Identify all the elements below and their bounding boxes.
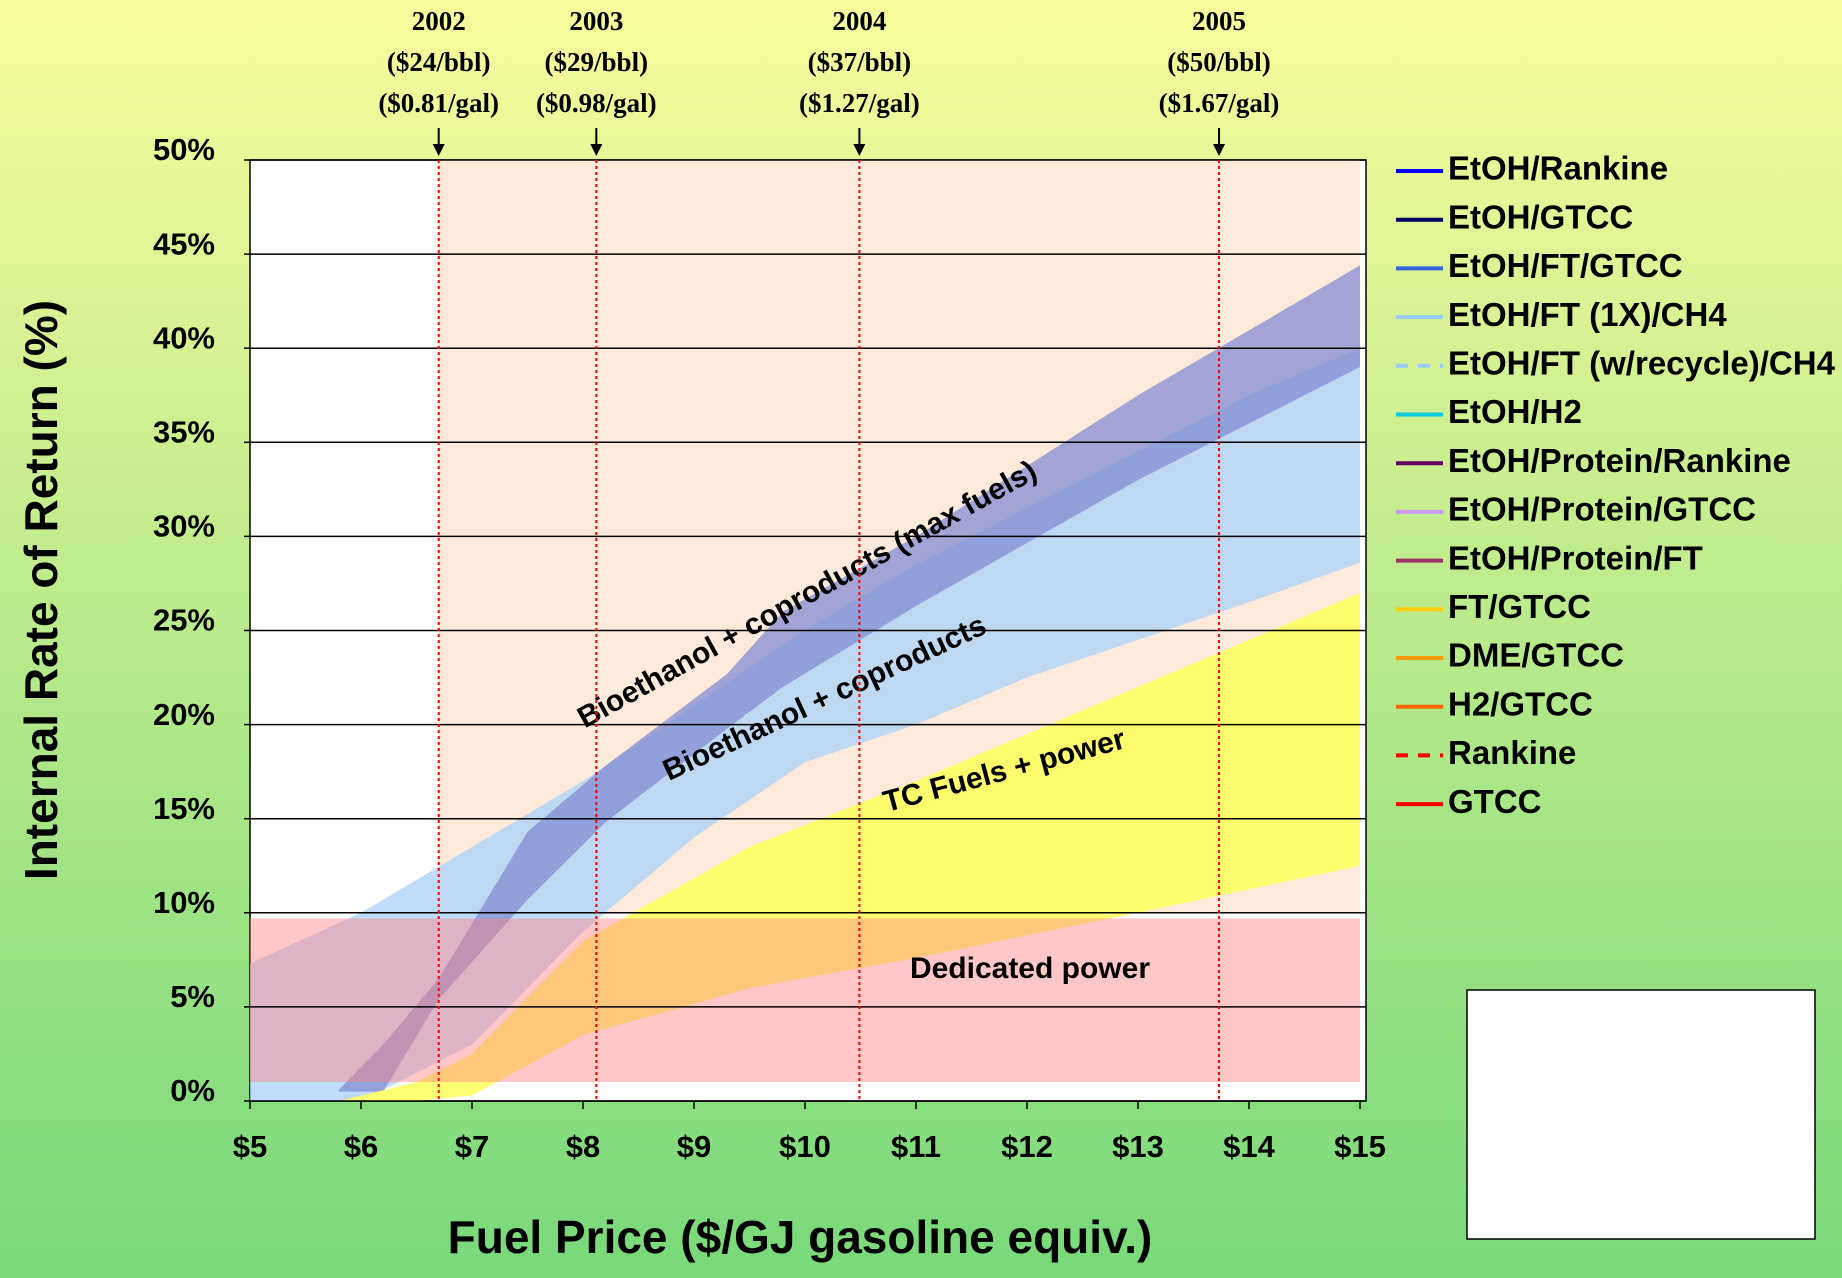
marker-label: ($29/bbl)	[545, 47, 649, 77]
marker-label: ($0.98/gal)	[536, 88, 657, 118]
y-tick-label: 15%	[153, 791, 215, 826]
legend-label: EtOH/Protein/GTCC	[1448, 491, 1756, 528]
legend-label: GTCC	[1448, 783, 1542, 820]
marker-label: ($1.67/gal)	[1159, 88, 1280, 118]
y-axis-title: Internal Rate of Return (%)	[15, 300, 67, 880]
y-tick-label: 50%	[153, 132, 215, 167]
x-tick-label: $11	[891, 1129, 941, 1164]
band-label: Dedicated power	[910, 952, 1150, 985]
x-tick-label: $6	[344, 1129, 378, 1164]
band	[250, 918, 1360, 1083]
y-tick-label: 20%	[153, 697, 215, 732]
marker-arrow-head	[1213, 144, 1226, 156]
x-tick-label: $12	[1001, 1129, 1053, 1164]
marker-label: ($0.81/gal)	[378, 88, 499, 118]
legend-label: H2/GTCC	[1448, 685, 1593, 722]
legend-label: EtOH/Protein/Rankine	[1448, 442, 1791, 479]
y-tick-label: 0%	[170, 1073, 215, 1108]
x-tick-label: $15	[1334, 1129, 1386, 1164]
legend-label: EtOH/H2	[1448, 393, 1582, 430]
x-tick-label: $8	[566, 1129, 600, 1164]
marker-label: ($24/bbl)	[387, 47, 491, 77]
x-tick-label: $14	[1223, 1129, 1275, 1164]
y-tick-label: 40%	[153, 320, 215, 355]
y-tick-label: 45%	[153, 226, 215, 261]
note-box	[1466, 989, 1816, 1240]
legend-label: EtOH/GTCC	[1448, 198, 1633, 235]
marker-label: ($1.27/gal)	[799, 88, 920, 118]
marker-label: ($37/bbl)	[808, 47, 912, 77]
legend-label: EtOH/FT (1X)/CH4	[1448, 296, 1727, 333]
marker-arrow-head	[853, 144, 866, 156]
x-tick-label: $9	[677, 1129, 711, 1164]
legend-label: EtOH/FT/GTCC	[1448, 247, 1683, 284]
marker-label: 2002	[412, 6, 466, 36]
x-tick-label: $10	[779, 1129, 831, 1164]
marker-label: 2003	[569, 6, 623, 36]
marker-label: ($50/bbl)	[1167, 47, 1271, 77]
marker-label: 2004	[832, 6, 886, 36]
band	[338, 592, 1360, 1101]
band	[338, 265, 1360, 1092]
marker-arrow-head	[432, 144, 445, 156]
grid	[250, 159, 1366, 1102]
x-axis-title: Fuel Price ($/GJ gasoline equiv.)	[448, 1211, 1153, 1263]
legend-label: EtOH/Rankine	[1448, 150, 1668, 187]
x-tick-label: $7	[455, 1129, 489, 1164]
y-tick-label: 30%	[153, 509, 215, 544]
marker-label: 2005	[1192, 6, 1246, 36]
legend-label: FT/GTCC	[1448, 588, 1591, 625]
y-tick-label: 10%	[153, 885, 215, 920]
legend-label: EtOH/Protein/FT	[1448, 539, 1703, 576]
legend-label: DME/GTCC	[1448, 637, 1624, 674]
y-tick-label: 25%	[153, 603, 215, 638]
legend-label: Rankine	[1448, 734, 1576, 771]
marker-arrow-head	[590, 144, 603, 156]
x-tick-label: $13	[1112, 1129, 1164, 1164]
y-tick-label: 35%	[153, 414, 215, 449]
legend-label: EtOH/FT (w/recycle)/CH4	[1448, 345, 1836, 382]
x-tick-label: $5	[233, 1129, 267, 1164]
y-tick-label: 5%	[170, 979, 215, 1014]
